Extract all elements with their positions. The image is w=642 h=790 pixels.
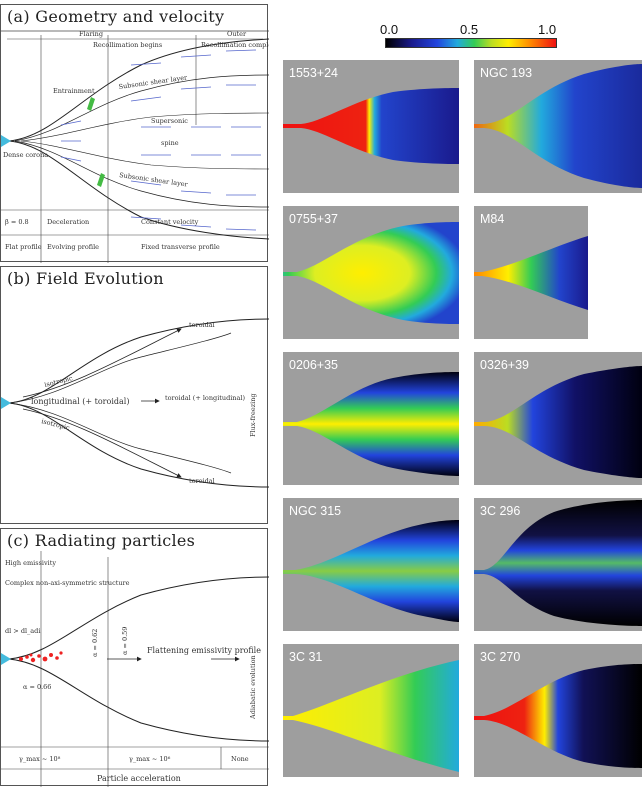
label-deceleration: Deceleration: [47, 218, 89, 226]
tile-label: 0755+37: [289, 212, 339, 226]
label-high-emissivity: High emissivity: [5, 559, 56, 567]
label-subsonic-bottom: Subsonic shear layer: [119, 171, 189, 189]
panel-b-diagram: toroidal isotropic longitudinal (+ toroi…: [1, 318, 269, 488]
colorbar-min-label: 0.0: [380, 22, 399, 37]
colorbar-max-label: 1.0: [538, 22, 557, 37]
tile-label: 3C 31: [289, 650, 323, 664]
panel-field-evolution: (b) Field Evolution toroidal isotropic l…: [0, 266, 269, 524]
label-toroidal-mid: toroidal (+ longitudinal): [165, 394, 245, 402]
label-beta: β = 0.8: [5, 218, 29, 226]
tile-label: 0326+39: [480, 358, 530, 372]
label-flaring: Flaring: [79, 30, 103, 38]
tile-label: 3C 270: [480, 650, 521, 664]
tile-label: 3C 296: [480, 504, 521, 518]
label-evolving-profile: Evolving profile: [47, 243, 99, 251]
label-isotropic-bottom: isotropic: [41, 417, 71, 432]
label-entrainment: Entrainment: [53, 87, 95, 95]
panel-b-title: (b) Field Evolution: [7, 269, 164, 288]
tile-0206-35: 0206+35: [283, 352, 459, 485]
tile-label: 0206+35: [289, 358, 339, 372]
label-alpha-059: α = 0.59: [121, 627, 129, 655]
label-subsonic-top: Subsonic shear layer: [118, 73, 188, 91]
panel-a-title: (a) Geometry and velocity: [7, 7, 225, 26]
tile-label: NGC 315: [289, 504, 342, 518]
label-adiabatic: Adiabatic evolution: [249, 655, 257, 720]
label-alpha-066: α = 0.66: [23, 683, 51, 691]
tile-ngc-193: NGC 193: [474, 60, 642, 193]
tile-3c-296: 3C 296: [474, 498, 642, 631]
panel-c-diagram: High emissivity Complex non-axi-symmetri…: [1, 551, 269, 787]
colorbar-mid-label: 0.5: [460, 22, 479, 37]
label-alpha-062: α = 0.62: [91, 629, 99, 657]
label-longitudinal: longitudinal (+ toroidal): [31, 397, 129, 406]
panel-radiating-particles: (c) Radiating particles High emissivity …: [0, 528, 269, 787]
label-constant-velocity: Constant velocity: [141, 218, 199, 226]
panel-c-title: (c) Radiating particles: [7, 531, 196, 550]
panel-a-diagram: Flaring Outer Recollimation begins Recol…: [1, 30, 269, 263]
tile-ngc-315: NGC 315: [283, 498, 459, 631]
label-particle-acceleration: Particle acceleration: [97, 774, 181, 783]
tile-m84: M84: [474, 206, 588, 339]
tile-3c-31: 3C 31: [283, 644, 459, 777]
label-outer: Outer: [227, 30, 247, 38]
label-dense-corona: Dense corona: [3, 151, 48, 159]
label-complex: Complex non-axi-symmetric structure: [5, 579, 130, 587]
label-recollimation-complete: Recollimation complete: [201, 41, 269, 49]
colorbar: [385, 38, 557, 48]
tile-0755-37: 0755+37: [283, 206, 459, 339]
tile-0326-39: 0326+39: [474, 352, 642, 485]
tile-label: NGC 193: [480, 66, 533, 80]
label-supersonic: Supersonic: [151, 117, 188, 125]
label-flux-freezing: Flux-freezing: [249, 393, 257, 437]
tile-3c-270: 3C 270: [474, 644, 642, 777]
tile-label: M84: [480, 212, 505, 226]
label-dl: dl > dl_adi: [5, 627, 40, 635]
panel-geometry-velocity: (a) Geometry and velocity Flaring Ou: [0, 4, 269, 263]
label-gamma1: γ_max ~ 10⁸: [19, 755, 61, 763]
label-none: None: [231, 755, 249, 763]
label-spine: spine: [161, 139, 179, 147]
label-toroidal-top: toroidal: [189, 321, 215, 329]
label-flattening: Flattening emissivity profile: [147, 646, 261, 655]
label-flat-profile: Flat profile: [5, 243, 42, 251]
tile-1553-24: 1553+24: [283, 60, 459, 193]
label-toroidal-bottom: toroidal: [189, 477, 215, 485]
tile-label: 1553+24: [289, 66, 339, 80]
label-recollimation-begins: Recollimation begins: [93, 41, 162, 49]
label-gamma2: γ_max ~ 10⁶: [129, 755, 171, 763]
label-fixed-profile: Fixed transverse profile: [141, 243, 220, 251]
